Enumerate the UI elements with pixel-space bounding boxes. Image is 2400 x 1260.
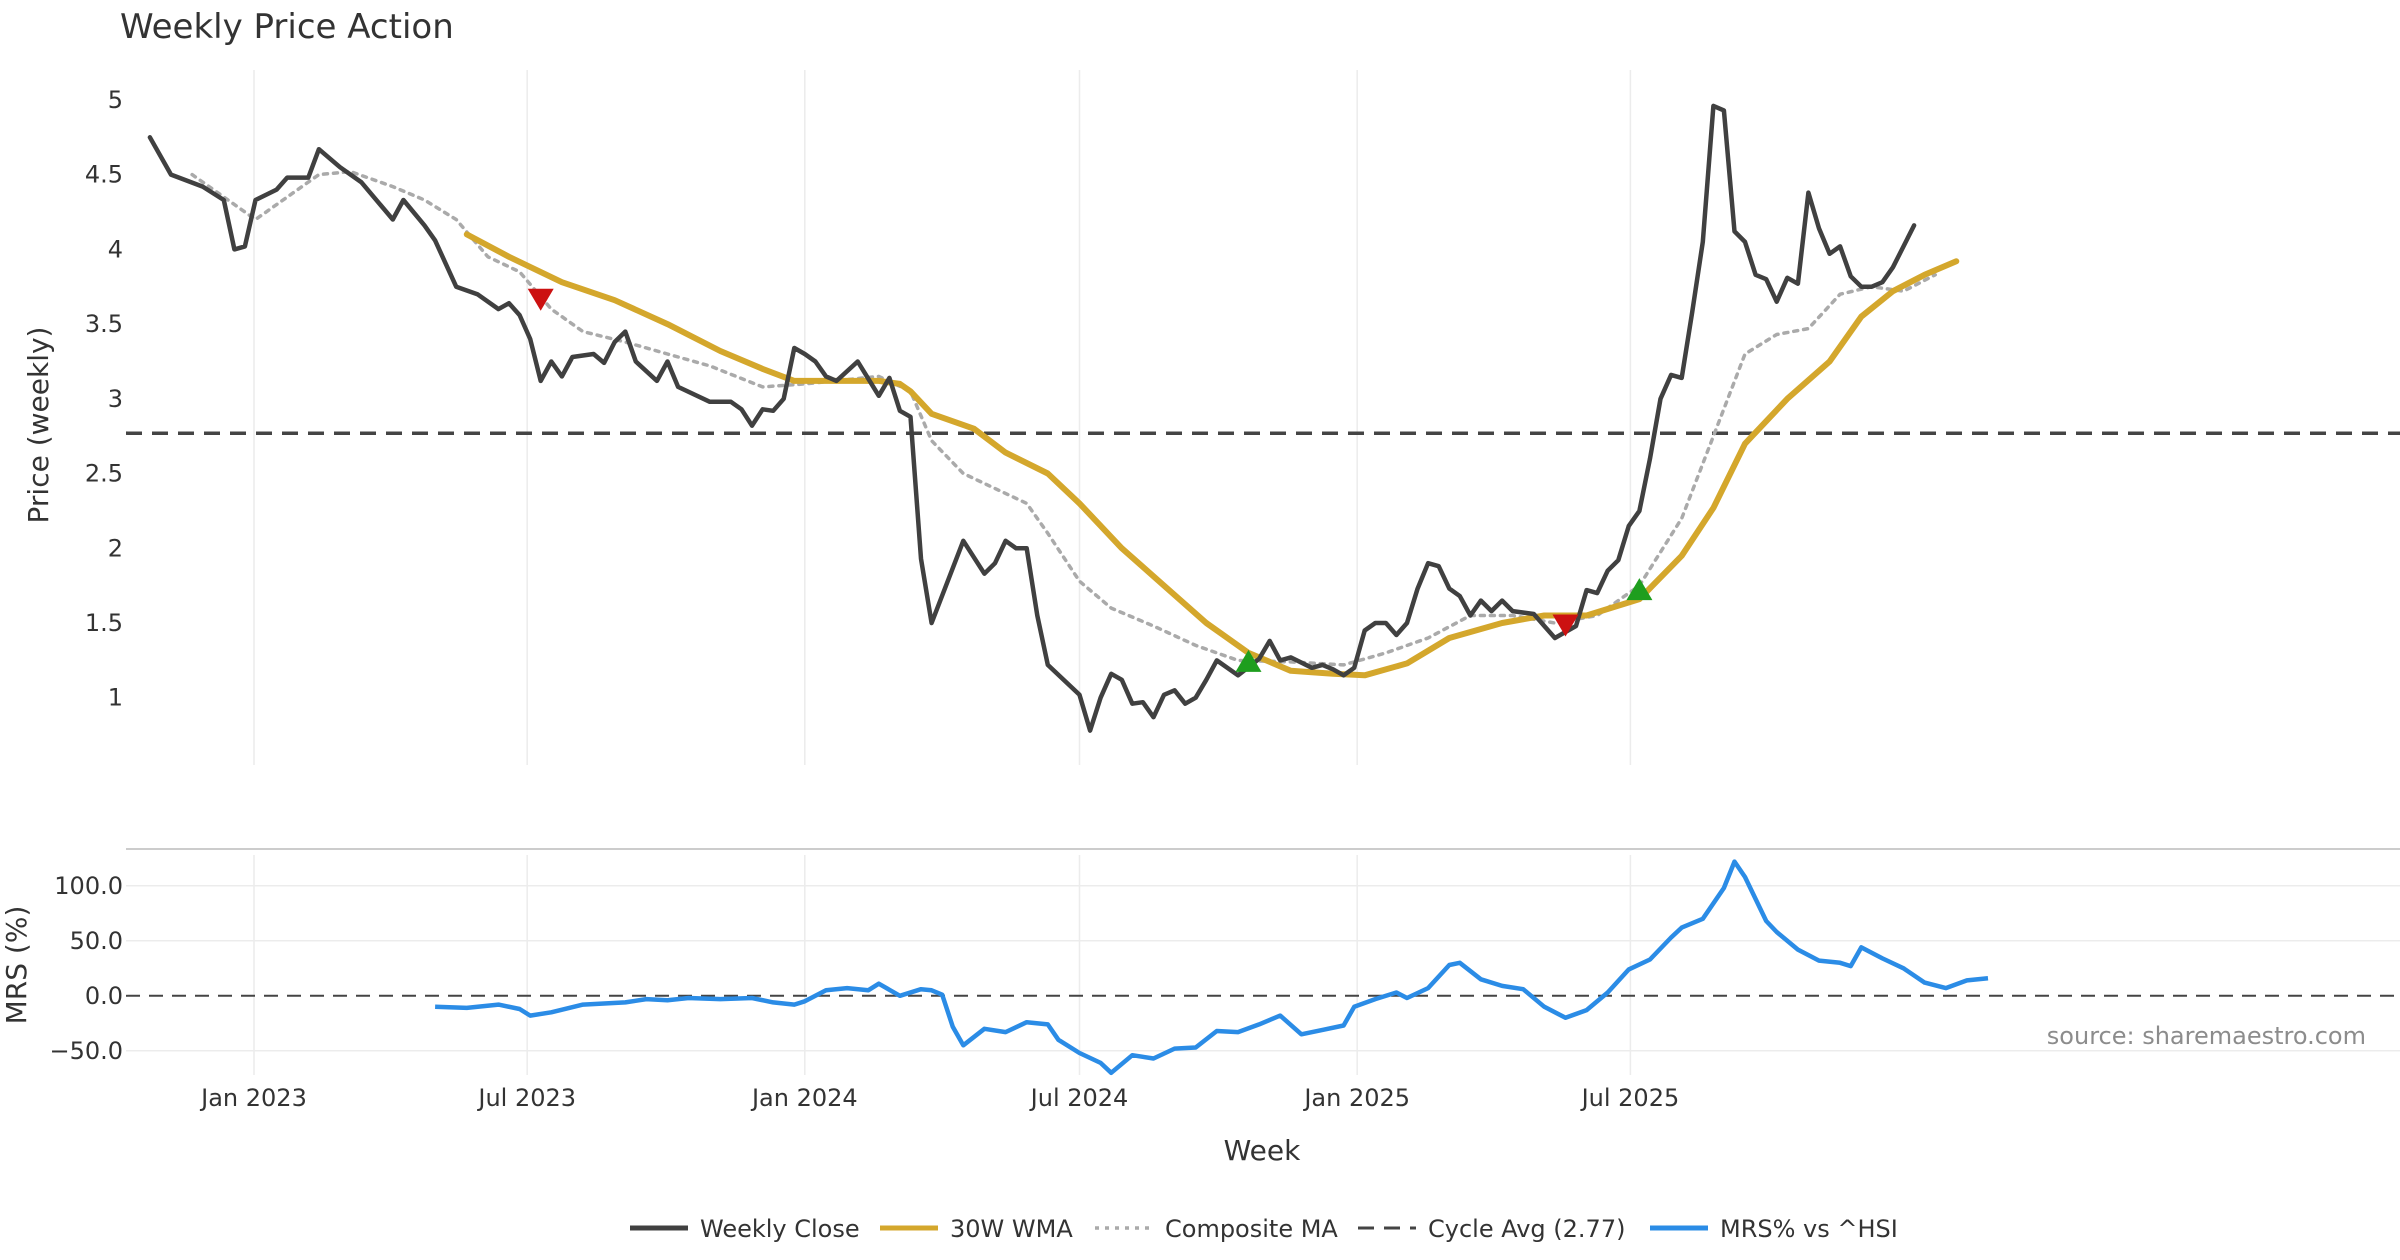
price-y-tick-label: 1.5 <box>85 609 123 637</box>
price-series <box>147 103 1960 733</box>
weekly-close-line <box>147 103 1917 733</box>
legend-label: 30W WMA <box>950 1215 1073 1243</box>
price-y-tick-label: 1 <box>108 684 123 712</box>
x-tick-label: Jan 2023 <box>199 1084 307 1112</box>
mrs-y-tick-label: 50.0 <box>70 927 123 955</box>
mrs-y-tick-label: 0.0 <box>85 982 123 1010</box>
price-y-tick-label: 4.5 <box>85 161 123 189</box>
composite-ma-line <box>190 169 1937 667</box>
legend-label: Composite MA <box>1165 1215 1338 1243</box>
mrs-y-ticks: −50.0 0.0 50.0 100.0 <box>49 872 123 1065</box>
price-y-axis-label: Price (weekly) <box>22 327 55 524</box>
legend: Weekly Close 30W WMA Composite MA Cycle Avg… <box>630 1215 1898 1243</box>
sell-signal-marker <box>1552 614 1579 637</box>
sell-signal-marker <box>527 288 554 311</box>
mrs-y-tick-label: −50.0 <box>49 1037 123 1065</box>
wma-30w-line <box>463 231 1960 679</box>
chart-title: Weekly Price Action <box>120 7 454 47</box>
price-gridlines <box>253 70 1632 765</box>
mrs-gridlines <box>126 855 2400 1075</box>
price-y-tick-label: 3 <box>108 385 123 413</box>
legend-label: Cycle Avg (2.77) <box>1428 1215 1625 1243</box>
price-y-tick-label: 4 <box>108 235 123 263</box>
mrs-series <box>435 859 1989 1076</box>
x-tick-label: Jan 2025 <box>1302 1084 1410 1112</box>
buy-signal-marker <box>1235 649 1262 672</box>
price-y-tick-label: 2 <box>108 534 123 562</box>
x-axis-label: Week <box>1224 1134 1301 1167</box>
mrs-y-tick-label: 100.0 <box>54 872 123 900</box>
source-annotation: source: sharemaestro.com <box>2047 1022 2366 1050</box>
x-tick-label: Jul 2024 <box>1029 1084 1129 1112</box>
signal-markers <box>527 288 1653 672</box>
mrs-y-axis-label: MRS (%) <box>0 906 33 1025</box>
buy-signal-marker <box>1626 578 1653 601</box>
x-tick-label: Jul 2023 <box>476 1084 576 1112</box>
price-y-tick-label: 5 <box>108 86 123 114</box>
mrs-line <box>435 859 1989 1076</box>
price-y-tick-label: 2.5 <box>85 460 123 488</box>
price-y-ticks: 1 1.5 2 2.5 3 3.5 4 4.5 5 <box>85 86 123 712</box>
x-axis-ticks: Jan 2023 Jul 2023 Jan 2024 Jul 2024 Jan 2025… <box>199 1084 1679 1112</box>
legend-label: Weekly Close <box>700 1215 860 1243</box>
x-tick-label: Jan 2024 <box>750 1084 858 1112</box>
legend-label: MRS% vs ^HSI <box>1720 1215 1898 1243</box>
x-tick-label: Jul 2025 <box>1580 1084 1680 1112</box>
price-y-tick-label: 3.5 <box>85 310 123 338</box>
